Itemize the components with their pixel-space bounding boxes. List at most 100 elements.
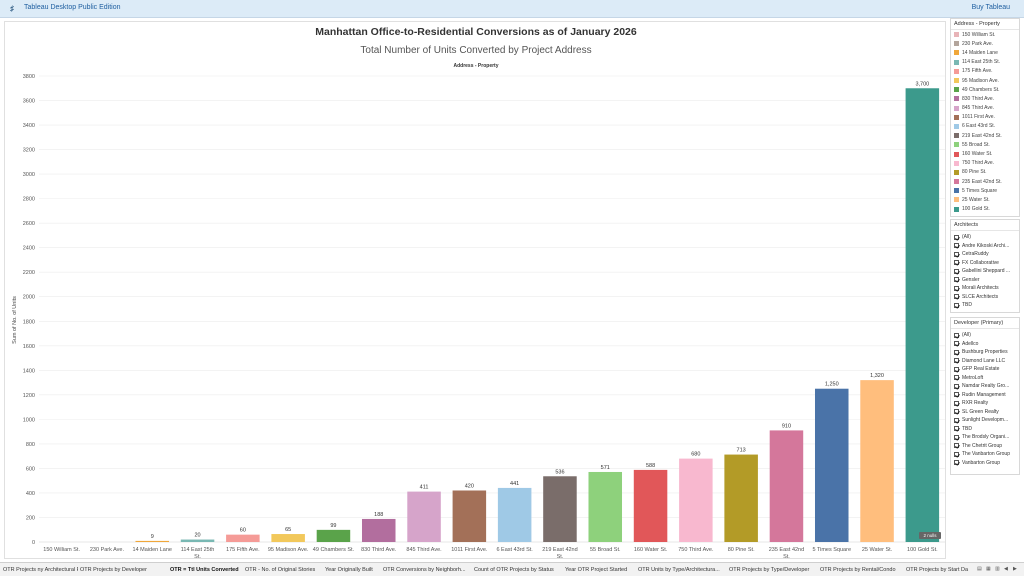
filter-option[interactable]: Gensler bbox=[951, 276, 1019, 285]
bar-11[interactable] bbox=[543, 476, 577, 542]
checkbox-checked-icon[interactable] bbox=[954, 234, 959, 240]
checkbox-checked-icon[interactable] bbox=[954, 383, 959, 389]
filter-option[interactable]: Morali Architects bbox=[951, 284, 1019, 293]
legend-item[interactable]: 95 Madison Ave. bbox=[951, 76, 1019, 85]
checkbox-checked-icon[interactable] bbox=[954, 417, 959, 423]
bar-17[interactable] bbox=[814, 388, 849, 542]
filter-option[interactable]: Namdar Realty Gro... bbox=[951, 382, 1019, 391]
sheet-tab[interactable]: OTR Projects by Developer bbox=[80, 567, 147, 573]
legend-item[interactable]: 5 Times Square bbox=[951, 186, 1019, 195]
legend-item[interactable]: 845 Third Ave. bbox=[951, 104, 1019, 113]
bar-14[interactable] bbox=[679, 458, 713, 542]
tab-nav-icon[interactable]: ▶ bbox=[1013, 566, 1017, 572]
filter-option[interactable]: Diamond Lane LLC bbox=[951, 357, 1019, 366]
filter-option[interactable]: SLCE Architects bbox=[951, 293, 1019, 302]
filter-option[interactable]: MetroLoft bbox=[951, 374, 1019, 383]
bar-10[interactable] bbox=[497, 487, 532, 542]
sheet-tab[interactable]: OTR Projects by Type/Developer bbox=[729, 567, 810, 573]
filter-option[interactable]: GFP Real Estate bbox=[951, 365, 1019, 374]
filter-option[interactable]: The Chetrit Group bbox=[951, 442, 1019, 451]
legend-item[interactable]: 55 Broad St. bbox=[951, 140, 1019, 149]
bar-16[interactable] bbox=[769, 430, 804, 542]
checkbox-checked-icon[interactable] bbox=[954, 392, 959, 398]
legend-item[interactable]: 219 East 42nd St. bbox=[951, 131, 1019, 140]
filter-option[interactable]: Bushburg Properties bbox=[951, 348, 1019, 357]
checkbox-checked-icon[interactable] bbox=[954, 332, 959, 338]
bar-19[interactable] bbox=[905, 88, 940, 543]
sheet-tab[interactable]: Year OTR Project Started bbox=[565, 567, 628, 573]
checkbox-checked-icon[interactable] bbox=[954, 400, 959, 406]
tab-nav-icon[interactable]: ▤ bbox=[977, 566, 982, 572]
checkbox-checked-icon[interactable] bbox=[954, 268, 959, 274]
bar-13[interactable] bbox=[633, 469, 668, 542]
legend-item[interactable]: 14 Maiden Lane bbox=[951, 48, 1019, 57]
sheet-tab[interactable]: OTR Projects by Rental/Condo bbox=[820, 567, 896, 573]
checkbox-checked-icon[interactable] bbox=[954, 349, 959, 355]
filter-option[interactable]: Gabellini Sheppard ... bbox=[951, 267, 1019, 276]
checkbox-checked-icon[interactable] bbox=[954, 451, 959, 457]
sheet-tab[interactable]: OTR Units by Type/Architectura... bbox=[638, 567, 720, 573]
tab-nav-icon[interactable]: ▥ bbox=[995, 566, 1000, 572]
filter-option[interactable]: Vanbarton Group bbox=[951, 459, 1019, 468]
sheet-tab[interactable]: Count of OTR Projects by Status bbox=[474, 567, 554, 573]
bar-15[interactable] bbox=[724, 454, 758, 542]
checkbox-checked-icon[interactable] bbox=[954, 285, 959, 291]
legend-item[interactable]: 6 East 43rd St. bbox=[951, 122, 1019, 131]
checkbox-checked-icon[interactable] bbox=[954, 366, 959, 372]
checkbox-checked-icon[interactable] bbox=[954, 426, 959, 432]
filter-option[interactable]: RXR Realty bbox=[951, 399, 1019, 408]
filter-option[interactable]: TBD bbox=[951, 301, 1019, 310]
checkbox-checked-icon[interactable] bbox=[954, 302, 959, 308]
sheet-tab[interactable]: OTR = Ttl Units Converted bbox=[170, 567, 239, 573]
filter-option[interactable]: Andre Kikoski Archi... bbox=[951, 242, 1019, 251]
legend-item[interactable]: 230 Park Ave. bbox=[951, 39, 1019, 48]
legend-item[interactable]: 25 Water St. bbox=[951, 195, 1019, 204]
filter-option[interactable]: The Brodsly Organi... bbox=[951, 433, 1019, 442]
legend-item[interactable]: 160 Water St. bbox=[951, 149, 1019, 158]
bar-12[interactable] bbox=[588, 471, 623, 542]
sheet-tab[interactable]: OTR Projects by Start Da bbox=[906, 567, 969, 573]
filter-option[interactable]: CetraRuddy bbox=[951, 250, 1019, 259]
bar-5[interactable] bbox=[271, 534, 305, 542]
checkbox-checked-icon[interactable] bbox=[954, 434, 959, 440]
legend-item[interactable]: 750 Third Ave. bbox=[951, 159, 1019, 168]
filter-option[interactable]: Rudin Management bbox=[951, 391, 1019, 400]
checkbox-checked-icon[interactable] bbox=[954, 460, 959, 466]
legend-item[interactable]: 150 William St. bbox=[951, 30, 1019, 39]
legend-item[interactable]: 49 Chambers St. bbox=[951, 85, 1019, 94]
sheet-tab[interactable]: OTR Projects ny Architectural Fi... bbox=[3, 567, 78, 573]
bar-4[interactable] bbox=[226, 534, 260, 542]
checkbox-checked-icon[interactable] bbox=[954, 294, 959, 300]
bar-8[interactable] bbox=[407, 491, 441, 542]
legend-item[interactable]: 114 East 25th St. bbox=[951, 58, 1019, 67]
checkbox-checked-icon[interactable] bbox=[954, 443, 959, 449]
sheet-tab[interactable]: Year Originally Built bbox=[325, 567, 373, 573]
bar-9[interactable] bbox=[452, 490, 487, 542]
checkbox-checked-icon[interactable] bbox=[954, 375, 959, 381]
legend-item[interactable]: 235 East 42nd St. bbox=[951, 177, 1019, 186]
bar-7[interactable] bbox=[361, 518, 396, 542]
buy-tableau-link[interactable]: Buy Tableau bbox=[971, 4, 1010, 11]
filter-option[interactable]: (All) bbox=[951, 233, 1019, 242]
legend-item[interactable]: 80 Pine St. bbox=[951, 168, 1019, 177]
filter-option[interactable]: Adellco bbox=[951, 340, 1019, 349]
bar-18[interactable] bbox=[860, 380, 894, 542]
checkbox-checked-icon[interactable] bbox=[954, 260, 959, 266]
filter-option[interactable]: SL Green Realty bbox=[951, 408, 1019, 417]
bar-2[interactable] bbox=[135, 540, 170, 542]
checkbox-checked-icon[interactable] bbox=[954, 243, 959, 249]
filter-option[interactable]: Sunlight Developm... bbox=[951, 416, 1019, 425]
filter-option[interactable]: TBD bbox=[951, 425, 1019, 434]
legend-item[interactable]: 100 Gold St. bbox=[951, 205, 1019, 214]
checkbox-checked-icon[interactable] bbox=[954, 341, 959, 347]
bar-3[interactable] bbox=[180, 539, 215, 542]
tab-nav-icon[interactable]: ▦ bbox=[986, 566, 991, 572]
checkbox-checked-icon[interactable] bbox=[954, 409, 959, 415]
bar-6[interactable] bbox=[316, 529, 351, 542]
checkbox-checked-icon[interactable] bbox=[954, 251, 959, 257]
legend-item[interactable]: 175 Fifth Ave. bbox=[951, 67, 1019, 76]
legend-item[interactable]: 830 Third Ave. bbox=[951, 94, 1019, 103]
tab-nav-icon[interactable]: ◀ bbox=[1004, 566, 1008, 572]
sheet-tab[interactable]: OTR - No. of Original Stories bbox=[245, 567, 316, 573]
filter-option[interactable]: FX Collaborative bbox=[951, 259, 1019, 268]
